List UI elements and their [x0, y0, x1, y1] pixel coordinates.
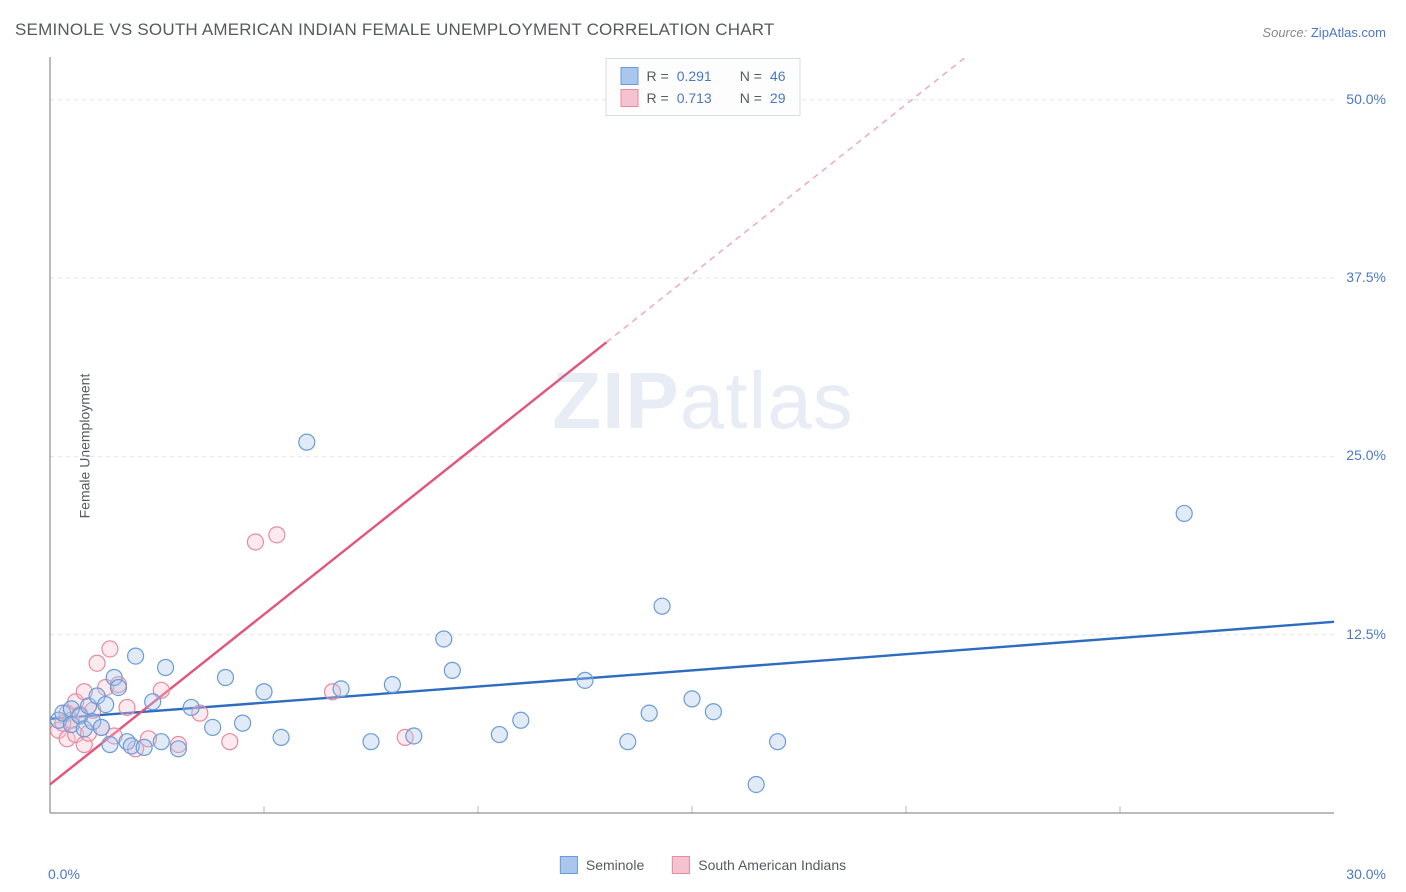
legend-swatch: [560, 856, 578, 874]
legend-series-item: South American Indians: [672, 856, 846, 874]
legend-swatch: [672, 856, 690, 874]
legend-series-label: Seminole: [586, 857, 644, 873]
legend-n-value: 46: [770, 65, 786, 87]
source-attribution: Source: ZipAtlas.com: [1262, 25, 1386, 40]
y-tick-label: 50.0%: [1346, 91, 1386, 107]
legend-stats-row: R = 0.291 N = 46: [621, 65, 786, 87]
chart-title: SEMINOLE VS SOUTH AMERICAN INDIAN FEMALE…: [15, 20, 775, 40]
legend-r-label: R =: [647, 87, 669, 109]
source-label: Source:: [1262, 25, 1307, 40]
legend-swatch: [621, 67, 639, 85]
scatter-chart: [48, 55, 1336, 815]
y-tick-label: 25.0%: [1346, 447, 1386, 463]
y-tick-label: 12.5%: [1346, 626, 1386, 642]
legend-swatch: [621, 89, 639, 107]
legend-n-label: N =: [740, 65, 762, 87]
legend-r-value: 0.713: [677, 87, 712, 109]
x-tick-min: 0.0%: [48, 866, 80, 882]
legend-n-label: N =: [740, 87, 762, 109]
legend-series: Seminole South American Indians: [560, 856, 846, 874]
legend-n-value: 29: [770, 87, 786, 109]
legend-series-label: South American Indians: [698, 857, 846, 873]
legend-stats-row: R = 0.713 N = 29: [621, 87, 786, 109]
plot-area: [48, 55, 1336, 815]
source-link[interactable]: ZipAtlas.com: [1311, 25, 1386, 40]
legend-r-value: 0.291: [677, 65, 712, 87]
legend-stats: R = 0.291 N = 46 R = 0.713 N = 29: [606, 58, 801, 116]
legend-r-label: R =: [647, 65, 669, 87]
x-tick-max: 30.0%: [1346, 866, 1386, 882]
y-tick-label: 37.5%: [1346, 269, 1386, 285]
legend-series-item: Seminole: [560, 856, 644, 874]
